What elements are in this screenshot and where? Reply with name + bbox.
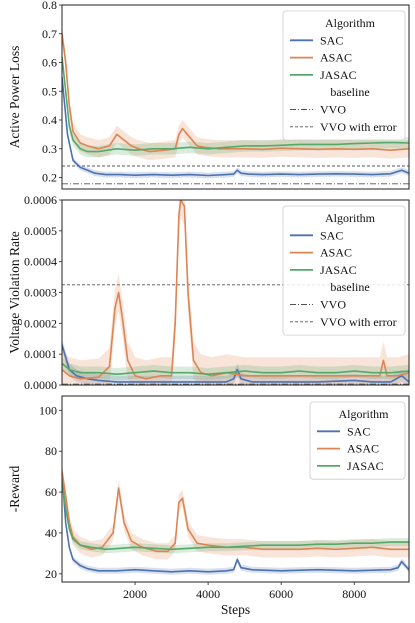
series-line-jasac [62, 56, 409, 153]
band-jasac [62, 357, 409, 381]
x-tick-label: 6000 [269, 587, 293, 601]
y-tick-label: 0.8 [42, 0, 57, 12]
legend-label-vvo: VVO [320, 103, 346, 117]
y-tick-label: 0.0004 [24, 255, 57, 269]
y-tick-label: 100 [39, 403, 57, 417]
legend-label-jasac: JASAC [347, 459, 384, 473]
chart-panel-1: 0.2 0.3 0.4 0.5 0.6 0.7 0.8 Active Power Loss Al… [7, 0, 410, 190]
plot-area [62, 200, 409, 385]
legend-box [282, 205, 406, 336]
legend-box [282, 10, 406, 141]
y-tick-label: 0.0000 [24, 378, 57, 392]
y-tick-label: 0.0002 [24, 316, 57, 330]
y-tick-label: 80 [45, 444, 57, 458]
y-tick-label: 0.0005 [24, 224, 57, 238]
y-tick-label: 0.0003 [24, 286, 57, 300]
y-tick-label: 0.0001 [24, 347, 57, 361]
legend-label-jasac: JASAC [320, 263, 357, 277]
band-jasac [62, 51, 409, 158]
legend-subtitle: baseline [330, 85, 369, 99]
y-tick-label: 0.2 [42, 171, 57, 185]
series-line-sac [62, 76, 409, 177]
y-axis-label: Voltage Violation Rate [7, 231, 22, 353]
plot-area [62, 25, 409, 185]
x-tick-label: 4000 [196, 587, 220, 601]
legend-label-sac: SAC [347, 424, 370, 438]
y-tick-label: 60 [45, 485, 57, 499]
y-axis-label: Active Power Loss [7, 46, 22, 149]
legend-box [309, 401, 406, 480]
y-tick-label: 0.3 [42, 142, 57, 156]
y-tick-label: 0.7 [42, 27, 57, 41]
x-axis-label: Steps [221, 602, 250, 617]
y-tick-label: 20 [45, 567, 57, 581]
band-asac [62, 200, 409, 385]
y-tick-label: 0.4 [42, 113, 57, 127]
chart-panel-3: 20 40 60 80 100 2000 4000 6000 8000 -Reward Steps A… [7, 395, 410, 617]
band-asac [62, 25, 409, 161]
legend-label-asac: ASAC [320, 246, 352, 260]
legend-label-sac: SAC [320, 33, 343, 47]
series-line-jasac [62, 481, 409, 551]
legend-label-asac: ASAC [347, 442, 379, 456]
plot-area [62, 463, 409, 575]
legend-label-vvo-with-error: VVO with error [320, 120, 397, 134]
series-line-asac [62, 33, 409, 153]
legend-title: Algorithm [325, 211, 376, 225]
y-axis-label: -Reward [7, 466, 22, 513]
axes-frame [61, 4, 410, 190]
series-line-asac [62, 471, 409, 553]
y-tick-label: 40 [45, 526, 57, 540]
legend-label-vvo: VVO [320, 298, 346, 312]
series-line-asac [62, 200, 409, 380]
y-tick-label: 0.0006 [24, 193, 57, 207]
legend-title: Algorithm [325, 16, 376, 30]
chart-panel-2: 0.0000 0.0001 0.0002 0.0003 0.0004 0.0005 0.00… [7, 193, 410, 392]
legend-label-jasac: JASAC [320, 68, 357, 82]
x-tick-label: 8000 [342, 587, 366, 601]
series-line-sac [62, 471, 409, 573]
series-line-jasac [62, 362, 409, 375]
y-tick-label: 0.5 [42, 84, 57, 98]
legend-title: Algorithm [339, 407, 390, 421]
y-tick-label: 0.6 [42, 56, 57, 70]
legend-subtitle: baseline [330, 280, 369, 294]
x-tick-label: 2000 [123, 587, 147, 601]
legend-label-sac: SAC [320, 228, 343, 242]
axes-frame [61, 395, 410, 583]
legend-label-asac: ASAC [320, 51, 352, 65]
band-asac [62, 463, 409, 560]
legend-label-vvo-with-error: VVO with error [320, 315, 397, 329]
band-jasac [62, 477, 409, 554]
